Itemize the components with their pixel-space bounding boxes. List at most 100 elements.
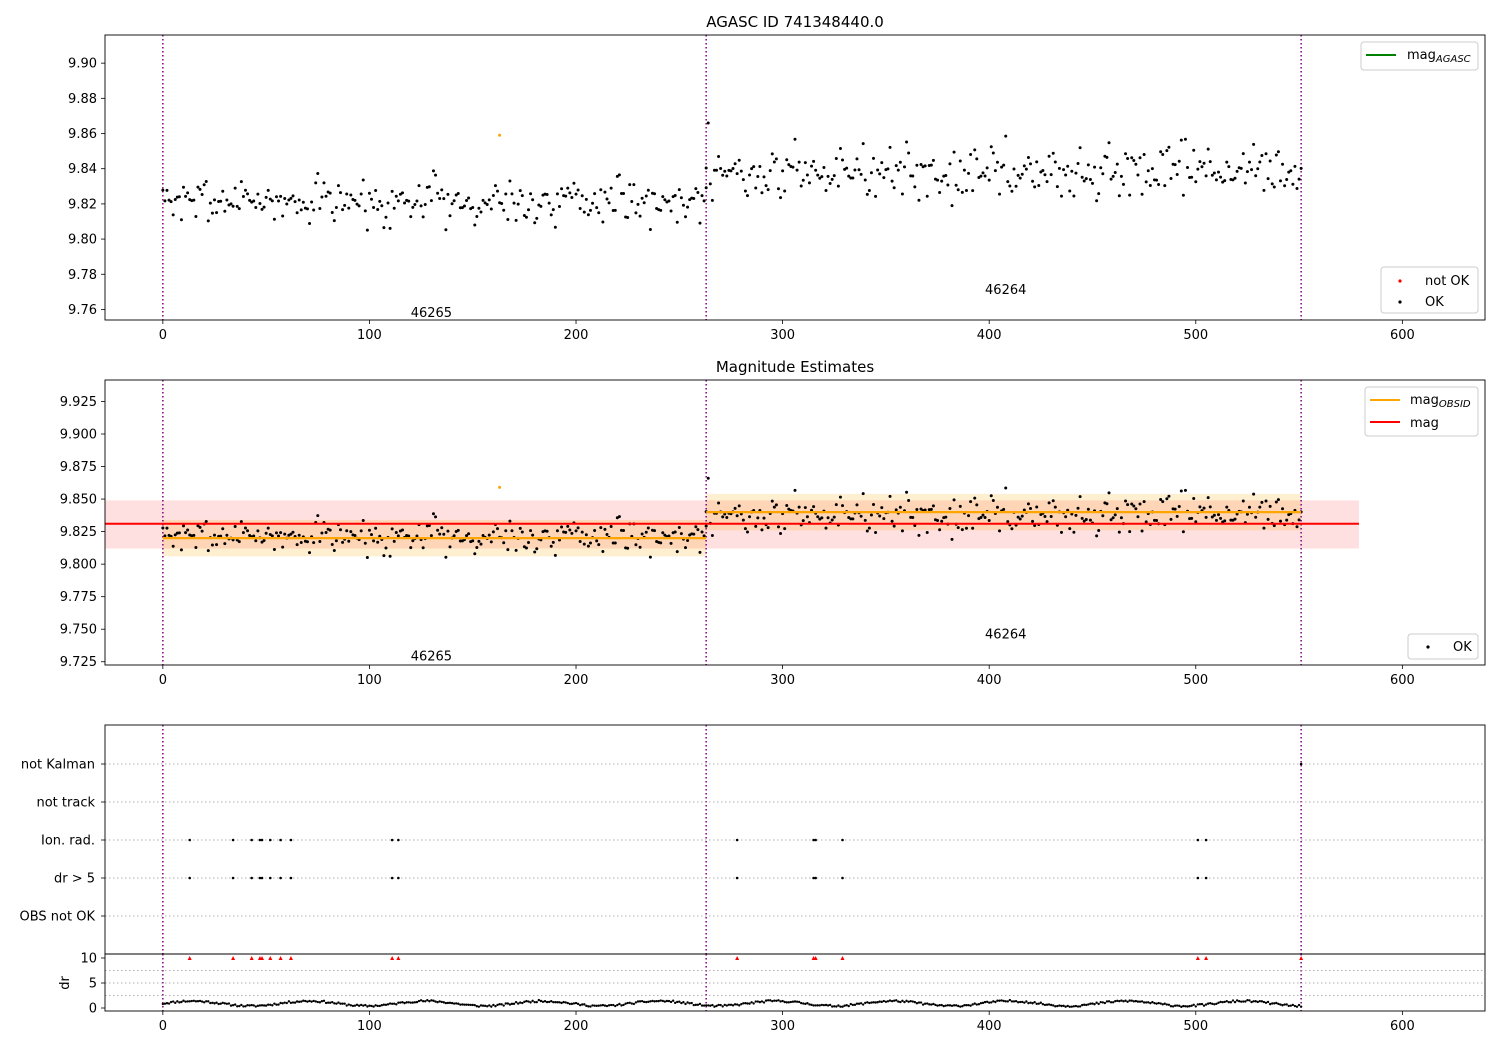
ok-point (1183, 488, 1187, 492)
ok-point (330, 542, 334, 546)
dr-point (998, 999, 1001, 1002)
flag-point (231, 876, 235, 880)
ok-point (171, 213, 175, 217)
ok-point (653, 192, 657, 196)
dr-point (1085, 1003, 1088, 1007)
ok-point (359, 529, 363, 533)
ok-point (355, 202, 359, 206)
ok-point (580, 194, 584, 198)
dr-point (467, 1003, 470, 1006)
ok-point (820, 175, 824, 179)
dr-point (223, 1002, 227, 1005)
ok-point (452, 534, 456, 538)
dr-point (1118, 999, 1121, 1003)
ok-point (1272, 524, 1276, 528)
ok-point (1291, 182, 1295, 186)
dr-point (874, 1001, 877, 1004)
dr-point (1064, 1005, 1067, 1008)
flag-point (1204, 838, 1208, 842)
legend-lower: OK (1407, 633, 1479, 660)
ok-point (1142, 500, 1146, 504)
ok-point (995, 505, 999, 509)
ok-point (1043, 173, 1047, 177)
ok-point (1031, 519, 1035, 523)
dr-point (826, 1004, 830, 1007)
dr-point (640, 999, 644, 1003)
y-tick-label: 5 (89, 977, 97, 992)
dr-point (1047, 1003, 1051, 1006)
dr-point (624, 1002, 627, 1005)
ok-point (1097, 192, 1101, 196)
dr-point (1122, 1000, 1125, 1003)
ok-point (828, 182, 832, 186)
dr-point (845, 1004, 848, 1007)
ok-point (1082, 179, 1086, 183)
ok-point (1045, 520, 1049, 524)
ok-point (192, 198, 196, 202)
ok-point (704, 166, 708, 170)
dr-point (380, 1003, 384, 1007)
ok-point (1107, 141, 1111, 145)
ok-point (1086, 507, 1090, 511)
ok-point (702, 534, 706, 538)
dr-point (971, 1003, 974, 1006)
ok-point (417, 184, 421, 188)
ok-point (781, 169, 785, 173)
ok-point (591, 201, 595, 205)
ok-point (1173, 163, 1177, 167)
dr-point (250, 1003, 253, 1007)
ok-point (1268, 504, 1272, 508)
dr-point (326, 1001, 330, 1004)
dr-point (994, 1000, 997, 1004)
dr-point (864, 1001, 867, 1005)
dr-point (1062, 1004, 1065, 1008)
ok-point (948, 506, 952, 510)
ok-point (847, 174, 851, 178)
ok-point (553, 225, 557, 229)
ok-point (1245, 512, 1249, 516)
ok-point (632, 183, 636, 187)
ok-point (733, 162, 737, 166)
ok-point (1095, 199, 1099, 203)
ok-point (1194, 180, 1198, 184)
dr-point (215, 1001, 218, 1004)
ok-point (1212, 513, 1216, 517)
ok-point (574, 192, 578, 196)
ok-point (171, 544, 175, 548)
dr-point (1155, 1002, 1158, 1005)
ok-point (830, 177, 834, 181)
ok-point (805, 515, 809, 519)
dr-point (595, 1004, 598, 1008)
ok-point (353, 533, 357, 537)
dr-point (409, 1001, 412, 1004)
dr-point (258, 1004, 262, 1007)
dr-point (880, 1000, 883, 1004)
ok-point (1049, 173, 1053, 177)
panel1-title: AGASC ID 741348440.0 (706, 13, 884, 31)
dr-point (1142, 1001, 1146, 1004)
ok-point (1233, 517, 1237, 521)
ok-point (741, 178, 745, 182)
dr-point (322, 999, 326, 1003)
ok-point (861, 142, 865, 146)
dr-point (1215, 1002, 1218, 1006)
ok-point (597, 211, 601, 215)
ok-point (797, 505, 801, 509)
dr-point (628, 1001, 631, 1005)
dr-point (1281, 1004, 1284, 1007)
ok-point (696, 528, 700, 532)
dr-point (1058, 1004, 1061, 1007)
dr-point (915, 1002, 919, 1005)
dr-point (281, 1002, 284, 1005)
ok-point (347, 539, 351, 543)
ok-point (184, 194, 188, 198)
ok-point (1157, 183, 1161, 187)
ok-point (814, 168, 818, 172)
ok-point (272, 217, 276, 221)
dr-point (283, 1001, 286, 1004)
ok-point (421, 546, 425, 550)
ok-point (626, 216, 630, 220)
ok-point (911, 174, 915, 178)
ok-point (493, 184, 497, 188)
ok-point (582, 542, 586, 546)
